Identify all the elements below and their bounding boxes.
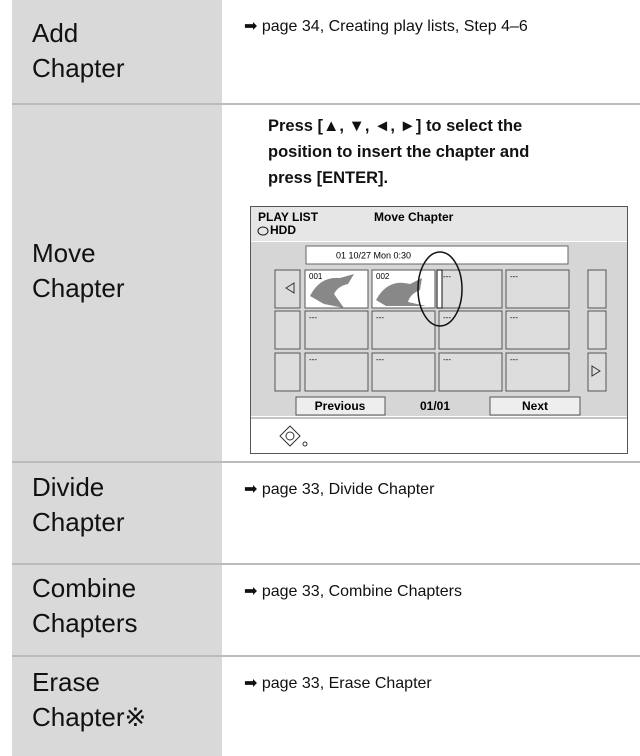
row-separator bbox=[12, 461, 640, 463]
chapter-cell bbox=[505, 269, 570, 309]
row-label: Chapter bbox=[32, 273, 125, 303]
side-cell bbox=[274, 352, 301, 392]
row-label-cell: Erase Chapter※ bbox=[12, 657, 222, 756]
previous[interactable]: Previous bbox=[315, 399, 366, 413]
row-separator bbox=[12, 103, 640, 105]
side-cell bbox=[587, 269, 607, 309]
side-cell bbox=[587, 352, 607, 392]
chapter-number: --- bbox=[443, 313, 451, 322]
remote-icon bbox=[279, 425, 301, 447]
cursor-circle bbox=[417, 251, 463, 327]
row-text: ➡ page 33, Divide Chapter bbox=[244, 481, 435, 498]
chapter-number: --- bbox=[376, 313, 384, 322]
row-label-cell: Add Chapter bbox=[12, 0, 222, 103]
chapter-cell bbox=[505, 352, 570, 392]
chapter-number: 002 bbox=[376, 272, 390, 281]
row-label: Add bbox=[32, 18, 79, 48]
chapter-number: --- bbox=[376, 355, 384, 364]
chapter-number: --- bbox=[510, 313, 518, 322]
instruction: position to insert the chapter and bbox=[268, 143, 530, 161]
chapter-cell bbox=[505, 310, 570, 350]
chapter-number: --- bbox=[309, 313, 317, 322]
chapter-number: --- bbox=[443, 272, 451, 281]
thumbnail-2 bbox=[376, 278, 426, 306]
chapter-number: --- bbox=[510, 272, 518, 281]
chapter-number: --- bbox=[309, 355, 317, 364]
thumbnail-1 bbox=[310, 274, 354, 308]
row-text: ➡ page 33, Erase Chapter bbox=[244, 675, 432, 692]
insert-cursor bbox=[436, 269, 443, 309]
next[interactable]: Next bbox=[522, 399, 548, 413]
row-label-cell: Move Chapter bbox=[12, 105, 222, 461]
remote-icon-center bbox=[285, 431, 295, 441]
chapter-cell bbox=[304, 352, 369, 392]
side-cell bbox=[274, 310, 301, 350]
row-label-cell: Divide Chapter bbox=[12, 463, 222, 563]
cell-grid: 001 002 --- --- --- --- --- --- --- --- --- --- bbox=[274, 269, 607, 392]
next-button[interactable] bbox=[489, 396, 581, 416]
drive: HDD bbox=[270, 223, 296, 237]
chapter-number: 001 bbox=[309, 272, 323, 281]
row-label: Chapters bbox=[32, 608, 138, 638]
chapter-cell bbox=[371, 352, 436, 392]
previous-button[interactable] bbox=[295, 396, 386, 416]
instruction: Press [▲, ▼, ◄, ►] to select the bbox=[268, 117, 523, 135]
hdd-icon bbox=[257, 226, 269, 236]
row-separator bbox=[12, 655, 640, 657]
date-bar bbox=[305, 245, 569, 265]
side-cell bbox=[274, 269, 301, 309]
remote-icon-dot bbox=[302, 441, 308, 447]
chapter-number: --- bbox=[510, 355, 518, 364]
row-label: Divide bbox=[32, 472, 105, 502]
right-arrow bbox=[591, 365, 601, 377]
left-arrow bbox=[285, 282, 295, 294]
row-label: Chapter bbox=[32, 507, 125, 537]
row-label: Chapter bbox=[32, 53, 125, 83]
row-label: Chapter※ bbox=[32, 702, 147, 732]
chapter-cell bbox=[304, 310, 369, 350]
side-cell bbox=[587, 310, 607, 350]
instruction: press [ENTER]. bbox=[268, 169, 389, 187]
chapter-number: --- bbox=[443, 355, 451, 364]
row-separator bbox=[12, 563, 640, 565]
row-text: ➡ page 34, Creating play lists, Step 4–6 bbox=[244, 18, 528, 35]
chapter-cell bbox=[438, 310, 503, 350]
row-label: Combine bbox=[32, 573, 137, 603]
date: 01 10/27 Mon 0:30 bbox=[336, 250, 411, 260]
row-label-cell: Combine Chapters bbox=[12, 565, 222, 655]
row-text: ➡ page 33, Combine Chapters bbox=[244, 583, 462, 600]
page-number: 01/01 bbox=[420, 399, 450, 413]
chapter-cell bbox=[438, 352, 503, 392]
screen: PLAY LIST Move Chapter HDD 01 10/27 Mon … bbox=[250, 206, 628, 454]
chapter-cell bbox=[371, 310, 436, 350]
row-label: Move bbox=[32, 238, 96, 268]
chapter-cell bbox=[438, 269, 503, 309]
screen-title: Move Chapter bbox=[374, 210, 454, 224]
row-label: Erase bbox=[32, 667, 100, 697]
screen-header bbox=[251, 207, 627, 241]
screen-header-text: PLAY LIST bbox=[258, 210, 319, 224]
